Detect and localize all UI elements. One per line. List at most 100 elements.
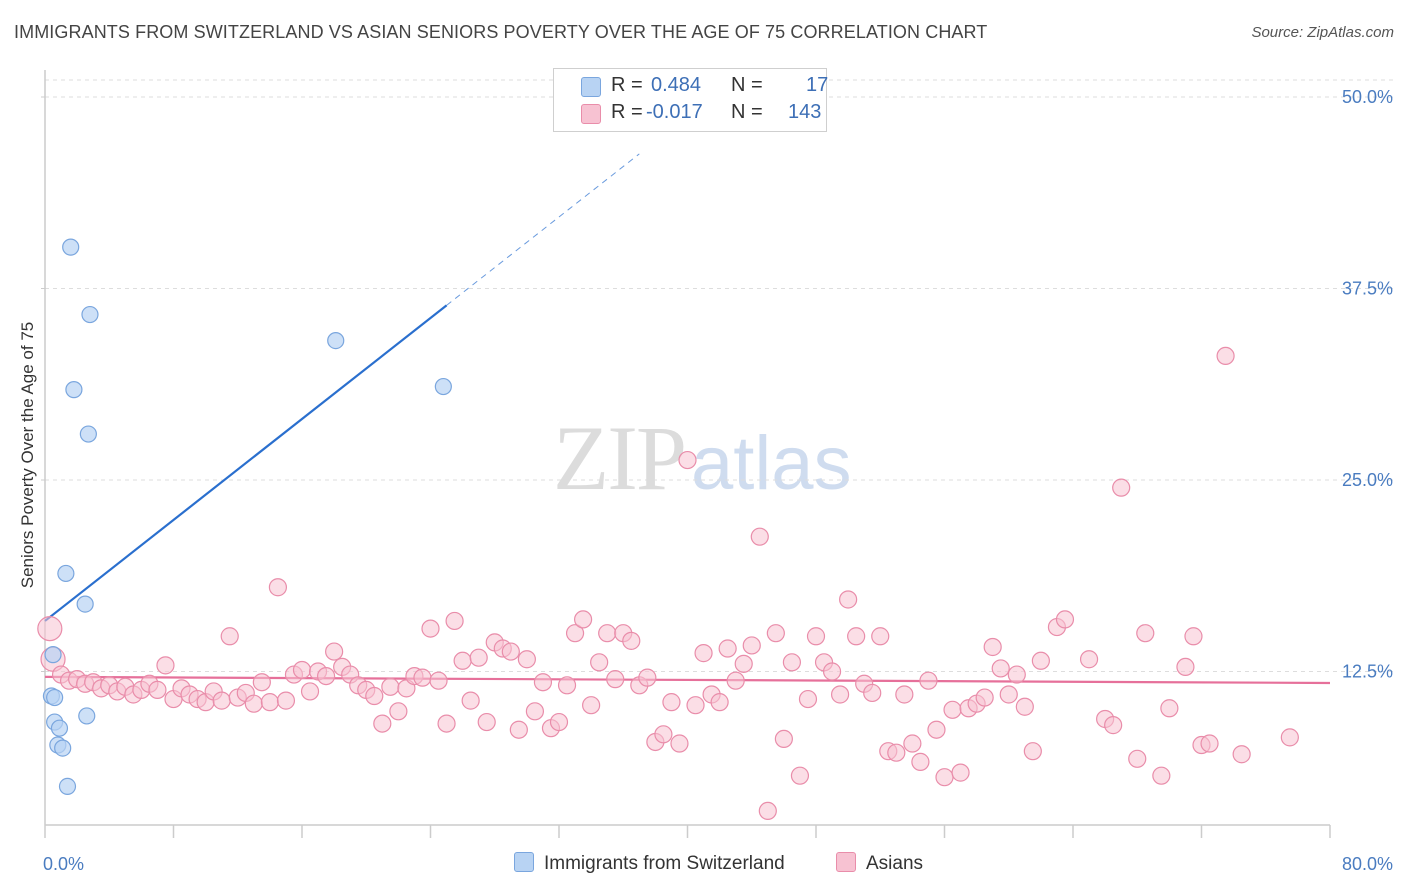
asians-point bbox=[927, 720, 946, 739]
asians-point bbox=[573, 610, 593, 629]
switzerland-point bbox=[44, 646, 62, 664]
legend-label: Immigrants from Switzerland bbox=[544, 853, 785, 874]
asians-point bbox=[1079, 650, 1099, 669]
asians-point bbox=[935, 768, 954, 787]
legend-r-value: -0.017 bbox=[646, 101, 703, 123]
asians-point bbox=[325, 642, 344, 661]
y-tick-label: 50.0% bbox=[1342, 87, 1393, 107]
asians-trend-line bbox=[44, 675, 1331, 685]
asians-point bbox=[806, 627, 826, 646]
asians-point bbox=[766, 624, 785, 643]
asians-point bbox=[373, 714, 392, 733]
source-credit: Source: ZipAtlas.com bbox=[1251, 24, 1394, 41]
watermark: ZIPatlas bbox=[553, 405, 852, 511]
asians-point bbox=[260, 693, 279, 712]
asians-point bbox=[758, 801, 777, 821]
asians-point bbox=[477, 712, 496, 732]
asians-point bbox=[437, 714, 456, 733]
asians-point bbox=[1176, 657, 1195, 677]
asians-point bbox=[429, 671, 448, 690]
asians-point bbox=[750, 527, 769, 546]
x-tick-label: 80.0% bbox=[1342, 854, 1393, 874]
y-tick-label: 12.5% bbox=[1342, 662, 1393, 682]
legend-swatch-blue bbox=[581, 77, 601, 97]
asians-point bbox=[694, 644, 713, 663]
legend-n-label: N = bbox=[731, 101, 763, 123]
gridlines bbox=[45, 79, 1395, 672]
asians-point bbox=[1232, 745, 1251, 764]
legend-n-value: 17 bbox=[806, 74, 829, 96]
asians-point bbox=[421, 619, 440, 638]
legend-label: Asians bbox=[866, 853, 924, 874]
asians-point bbox=[919, 671, 938, 690]
asians-point bbox=[582, 696, 601, 715]
asians-point bbox=[678, 450, 697, 470]
asians-point bbox=[887, 743, 906, 762]
asians-point bbox=[292, 660, 312, 680]
switzerland-point bbox=[434, 377, 452, 396]
asians-point bbox=[381, 677, 400, 696]
switzerland-trend-line bbox=[44, 304, 448, 622]
asians-point bbox=[774, 729, 793, 749]
asians-point bbox=[509, 720, 528, 739]
asians-point bbox=[453, 651, 472, 670]
legend-r-label: R = bbox=[611, 74, 643, 96]
asians-point bbox=[1136, 624, 1155, 643]
asians-point bbox=[1015, 697, 1034, 716]
asians-point bbox=[533, 673, 553, 692]
trend-lines bbox=[44, 153, 1331, 685]
asians-point bbox=[839, 590, 858, 609]
asians-point bbox=[1280, 728, 1299, 747]
asians-point bbox=[686, 696, 705, 715]
watermark-atlas: atlas bbox=[691, 421, 852, 506]
asians-point bbox=[316, 666, 336, 686]
asians-point bbox=[622, 631, 641, 650]
legend-item-switzerland[interactable]: Immigrants from Switzerland bbox=[514, 852, 785, 875]
asians-point bbox=[590, 653, 609, 672]
switzerland-point bbox=[46, 688, 64, 707]
data-points bbox=[37, 238, 1299, 821]
asians-point bbox=[871, 627, 890, 646]
asians-point bbox=[212, 691, 231, 710]
asians-point bbox=[565, 624, 585, 643]
asians-point bbox=[654, 725, 673, 744]
switzerland-point bbox=[81, 305, 99, 324]
switzerland-point bbox=[54, 739, 72, 757]
asians-point bbox=[911, 752, 930, 771]
asians-point bbox=[1104, 716, 1123, 735]
watermark-zip: ZIP bbox=[553, 407, 687, 509]
asians-point bbox=[983, 637, 1002, 657]
legend-item-asians[interactable]: Asians bbox=[836, 852, 923, 875]
asians-point bbox=[1007, 665, 1026, 684]
asians-point bbox=[670, 734, 689, 753]
asians-point bbox=[822, 662, 842, 681]
legend-r-label: R = bbox=[611, 101, 643, 123]
asians-point bbox=[461, 691, 480, 710]
asians-point bbox=[300, 682, 320, 701]
asians-point bbox=[252, 673, 271, 692]
y-axis-label: Seniors Poverty Over the Age of 75 bbox=[18, 322, 37, 588]
asians-point bbox=[557, 676, 577, 695]
asians-point bbox=[742, 636, 761, 655]
asians-point bbox=[991, 659, 1010, 678]
asians-point bbox=[1023, 742, 1042, 761]
asians-point bbox=[1128, 749, 1147, 768]
asians-point bbox=[1031, 651, 1050, 670]
y-tick-label: 37.5% bbox=[1342, 279, 1393, 299]
asians-point bbox=[156, 656, 175, 675]
asians-point bbox=[469, 648, 488, 667]
asians-point bbox=[638, 668, 657, 687]
legend-n-value: 143 bbox=[788, 101, 822, 123]
asians-point bbox=[863, 683, 882, 703]
asians-point bbox=[1216, 346, 1235, 366]
asians-point bbox=[37, 616, 63, 642]
asians-point bbox=[606, 670, 625, 689]
asians-point bbox=[1184, 627, 1203, 646]
asians-point bbox=[734, 654, 753, 673]
asians-point bbox=[903, 734, 922, 753]
legend-swatch-blue bbox=[514, 852, 534, 872]
asians-point bbox=[549, 712, 569, 732]
x-tick-label: 0.0% bbox=[43, 854, 84, 874]
asians-point bbox=[517, 650, 536, 669]
asians-point bbox=[220, 627, 239, 646]
